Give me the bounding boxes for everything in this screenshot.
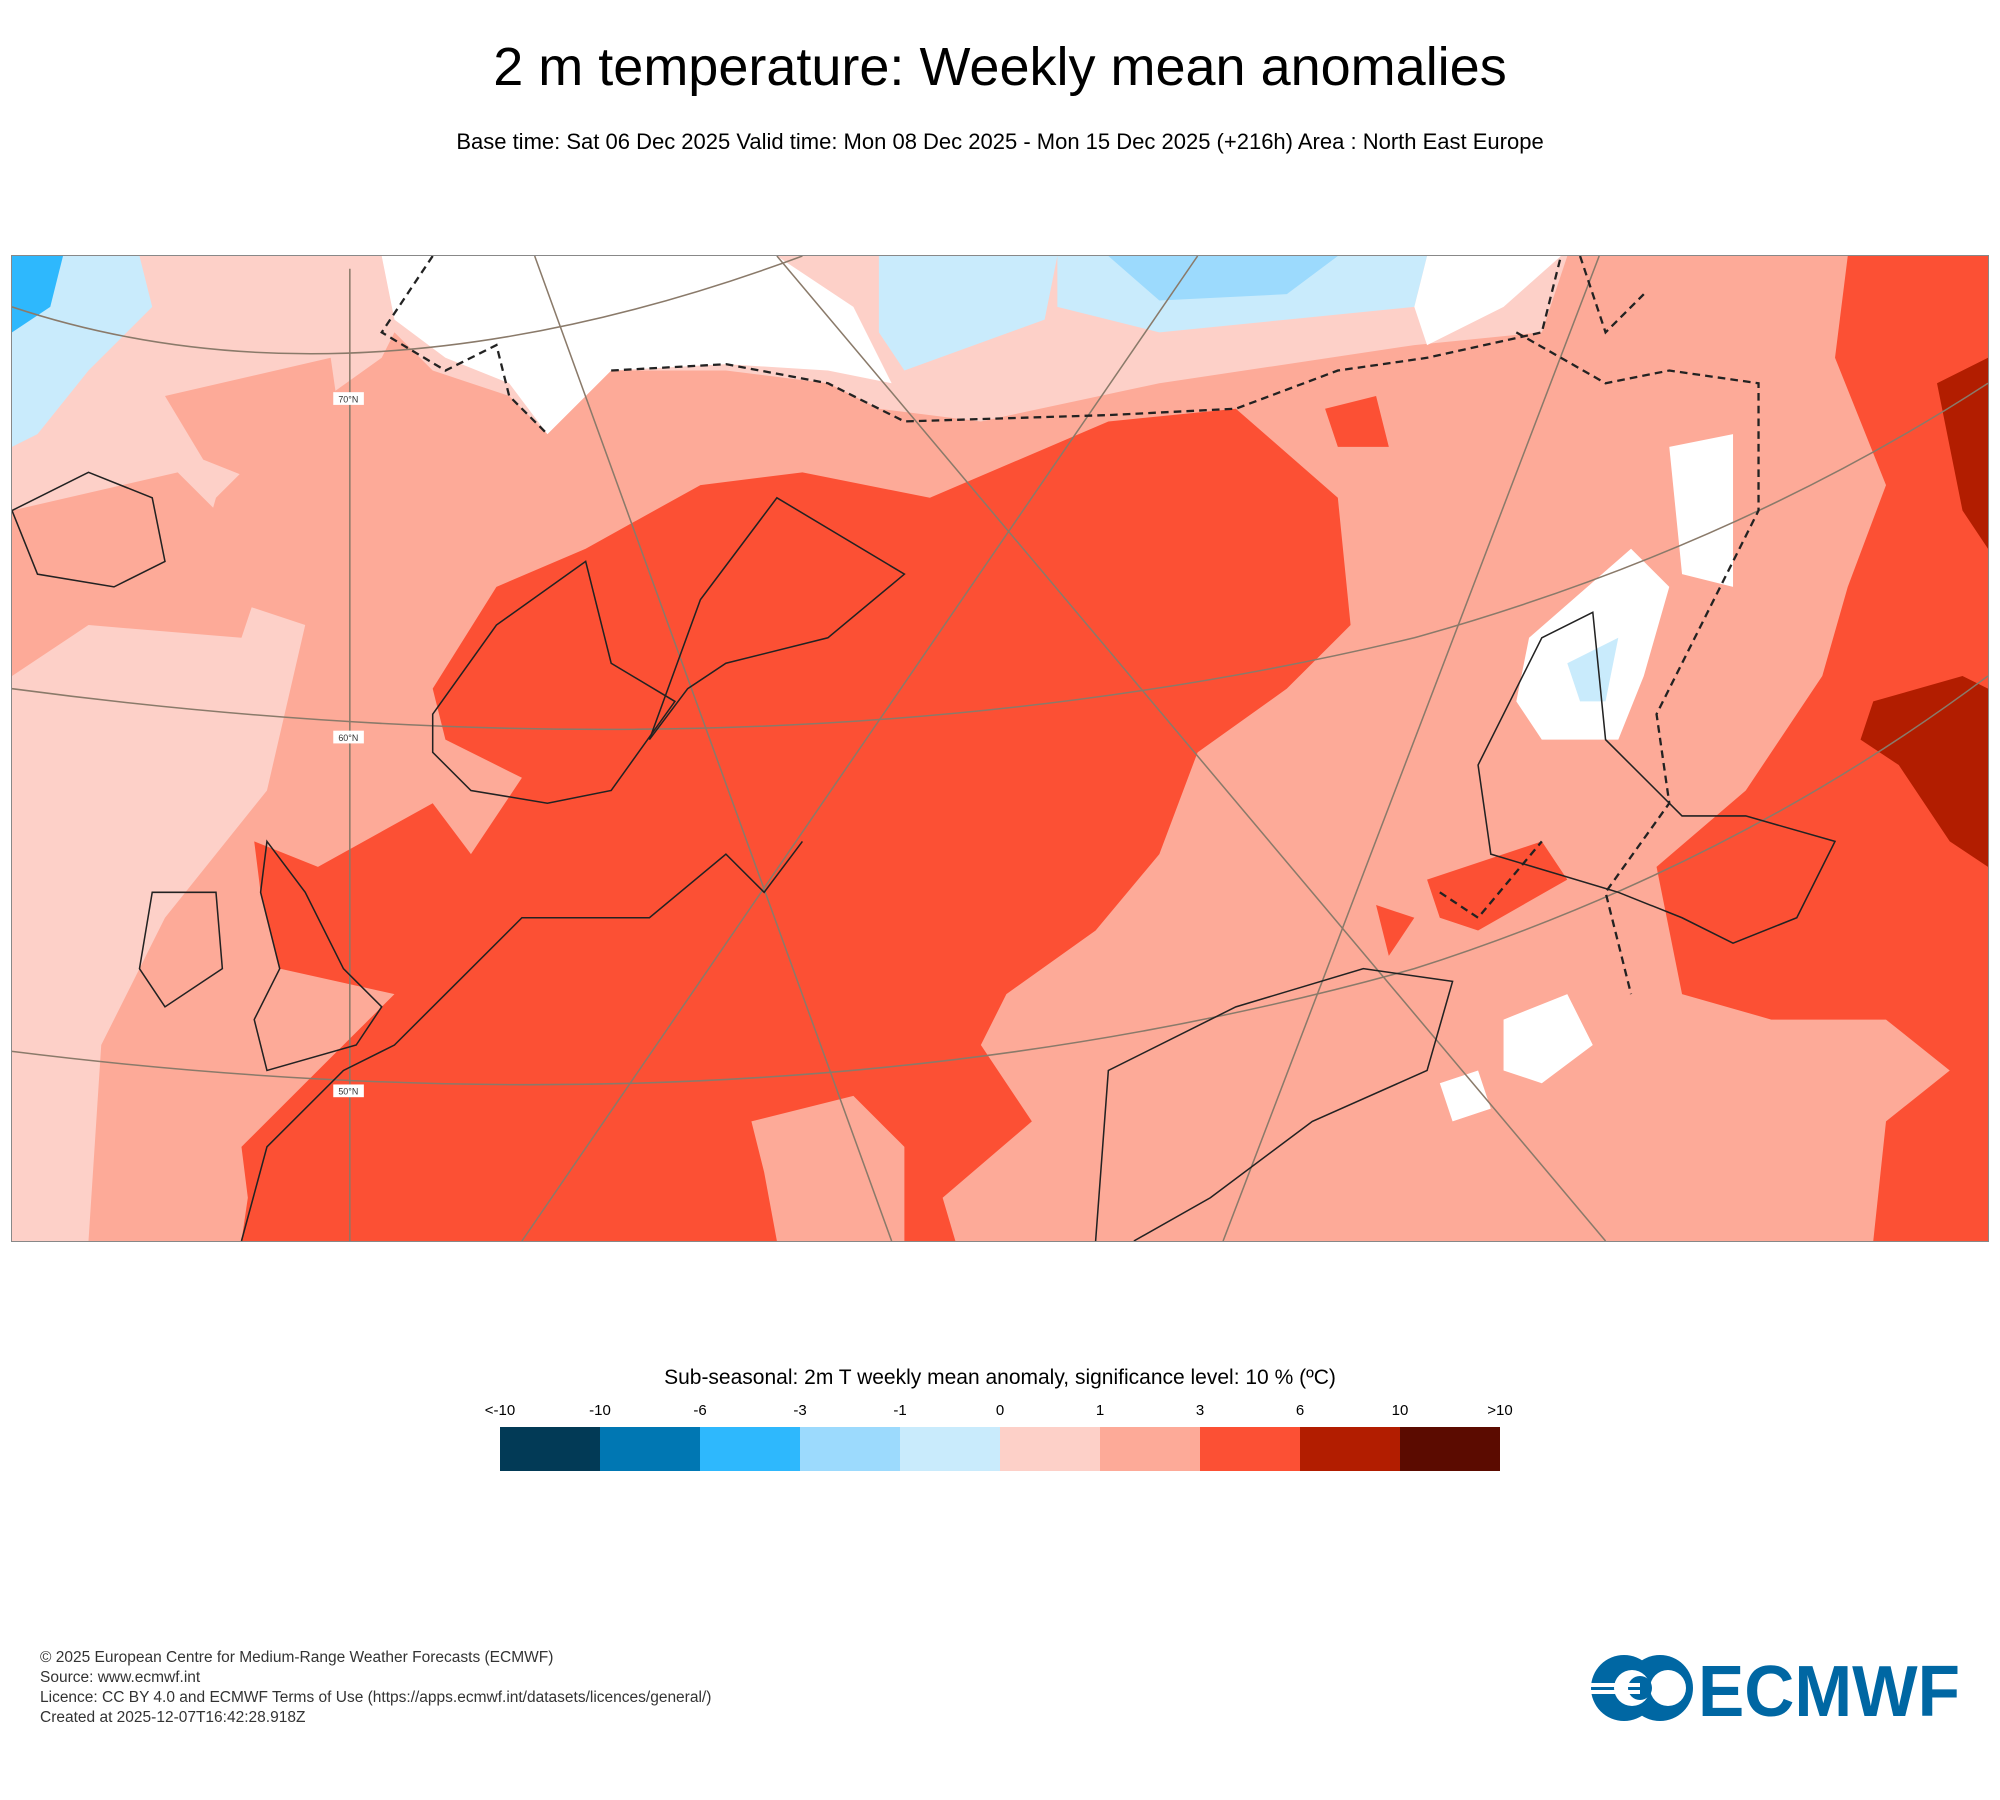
anomaly-region-white-barents bbox=[381, 256, 892, 435]
logo-text: ECMWF bbox=[1698, 1654, 1960, 1722]
chart-subtitle: Base time: Sat 06 Dec 2025 Valid time: M… bbox=[456, 129, 1544, 154]
legend-colorbar bbox=[500, 1427, 1500, 1471]
ecmwf-logo-icon: ECMWF bbox=[1590, 1652, 1960, 1732]
legend-label: <-10 bbox=[484, 1402, 516, 1419]
footer: © 2025 European Centre for Medium-Range … bbox=[40, 1648, 711, 1728]
legend-title: Sub-seasonal: 2m T weekly mean anomaly, … bbox=[664, 1366, 1336, 1389]
anomaly-map: 70°N 60°N 50°N bbox=[11, 255, 1989, 1242]
legend-label: 6 bbox=[1295, 1402, 1305, 1419]
legend-swatch bbox=[1200, 1427, 1300, 1471]
coastlines bbox=[12, 471, 1837, 1241]
legend-swatch bbox=[500, 1427, 600, 1471]
graticule bbox=[12, 256, 1988, 1241]
legend-labels: <-10 -10 -6 -3 -1 0 1 3 6 10 >10 bbox=[0, 1402, 2000, 1422]
anomaly-region-red-east bbox=[1656, 256, 1988, 1241]
legend-swatch bbox=[900, 1427, 1000, 1471]
legend-label: -3 bbox=[793, 1402, 807, 1419]
legend-label: -6 bbox=[693, 1402, 707, 1419]
anomaly-region-blue-greenland bbox=[12, 256, 63, 333]
gridlabel-60n: 60°N bbox=[338, 733, 358, 743]
legend-swatch bbox=[600, 1427, 700, 1471]
legend-swatch bbox=[1100, 1427, 1200, 1471]
legend-swatch bbox=[1300, 1427, 1400, 1471]
legend-swatch bbox=[1000, 1427, 1100, 1471]
ecmwf-logo: ECMWF bbox=[1590, 1652, 1962, 1732]
legend-label: -10 bbox=[589, 1402, 611, 1419]
legend-swatch bbox=[800, 1427, 900, 1471]
legend-label: -1 bbox=[893, 1402, 907, 1419]
chart-title: 2 m temperature: Weekly mean anomalies bbox=[493, 37, 1507, 97]
created-line: Created at 2025-12-07T16:42:28.918Z bbox=[40, 1709, 306, 1726]
licence-line: Licence: CC BY 4.0 and ECMWF Terms of Us… bbox=[40, 1689, 712, 1706]
anomaly-region-dark-red bbox=[1860, 357, 1988, 867]
legend-swatch bbox=[700, 1427, 800, 1471]
anomaly-region-white-east bbox=[1439, 434, 1734, 1122]
anomaly-region-white-kara bbox=[1414, 256, 1561, 346]
anomaly-region-red-central bbox=[241, 408, 1351, 1241]
map-svg: 70°N 60°N 50°N bbox=[12, 256, 1988, 1241]
gridlabel-70n: 70°N bbox=[338, 394, 358, 404]
legend-label: 1 bbox=[1095, 1402, 1105, 1419]
legend-label: 0 bbox=[995, 1402, 1005, 1419]
legend-label: 3 bbox=[1195, 1402, 1205, 1419]
anomaly-region-norwegian-sea bbox=[164, 357, 344, 486]
copyright-line: © 2025 European Centre for Medium-Range … bbox=[40, 1649, 554, 1666]
gridlabel-50n: 50°N bbox=[338, 1087, 358, 1097]
anomaly-region-blue-arctic bbox=[1108, 256, 1338, 301]
legend-label: 10 bbox=[1391, 1402, 1409, 1419]
significance-contours bbox=[380, 256, 1760, 995]
anomaly-region-balkans bbox=[751, 1095, 905, 1241]
source-line: Source: www.ecmwf.int bbox=[40, 1669, 201, 1686]
legend-label: >10 bbox=[1487, 1402, 1513, 1419]
legend-swatch bbox=[1400, 1427, 1500, 1471]
anomaly-region-light-blue-east bbox=[1567, 637, 1619, 702]
